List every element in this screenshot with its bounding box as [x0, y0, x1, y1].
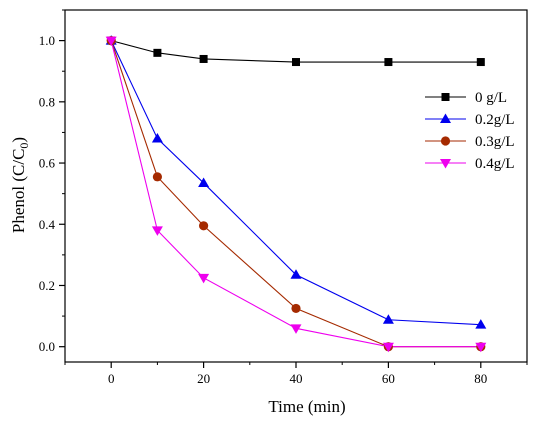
data-point	[105, 36, 117, 47]
series-line	[111, 40, 481, 63]
data-point	[151, 226, 163, 236]
legend-label: 0.2g/L	[475, 112, 515, 128]
series-1	[110, 40, 481, 326]
data-point	[199, 221, 209, 231]
data-point	[382, 314, 394, 324]
legend-marker	[440, 113, 451, 123]
data-point	[382, 342, 394, 353]
data-point	[290, 269, 302, 279]
y-axis-title: Phenol (C/C0)	[9, 137, 31, 233]
series-markers-3	[105, 36, 487, 353]
data-point	[199, 54, 208, 63]
data-point	[292, 58, 300, 67]
data-point	[475, 319, 487, 329]
y-tick-label: 0.2	[39, 278, 55, 293]
x-tick-label: 80	[474, 371, 487, 386]
x-tick-label: 0	[108, 371, 115, 386]
x-tick-label: 40	[290, 371, 303, 386]
legend-entry-0: 0 g/L	[425, 90, 507, 106]
legend-entry-1: 0.2g/L	[425, 112, 515, 128]
y-axis-title-subscript: 0	[17, 143, 31, 149]
legend-marker	[441, 93, 450, 101]
x-axis-title: Time (min)	[268, 397, 345, 416]
y-axis-title-main: Phenol (C/C	[9, 149, 28, 234]
data-point	[290, 324, 302, 334]
legend-marker	[440, 136, 451, 146]
data-point	[291, 303, 301, 314]
data-point	[476, 58, 485, 67]
x-tick-label: 20	[197, 371, 210, 386]
x-tick-label: 60	[382, 371, 395, 386]
legend-entry-3: 0.4g/L	[425, 156, 515, 172]
data-point	[198, 273, 210, 284]
legend: 0 g/L 0.2g/L 0.3g/L 0.4g/L	[425, 90, 515, 172]
series-line	[110, 40, 481, 348]
series-line	[110, 40, 481, 326]
legend-entry-2: 0.3g/L	[425, 134, 515, 150]
data-point	[152, 172, 162, 182]
data-point	[151, 133, 163, 143]
y-tick-label: 0.6	[39, 156, 56, 171]
legend-label: 0 g/L	[475, 90, 507, 106]
y-tick-label: 0.4	[39, 217, 56, 232]
y-tick-label: 1.0	[39, 33, 55, 48]
legend-marker	[440, 159, 451, 169]
y-tick-label: 0.0	[39, 339, 55, 354]
y-tick-label: 0.8	[39, 94, 55, 109]
series-3	[110, 40, 481, 348]
series-2	[110, 40, 481, 348]
y-axis-title-close: )	[9, 137, 28, 143]
series-markers-2	[106, 36, 486, 352]
legend-label: 0.3g/L	[475, 134, 515, 150]
legend-label: 0.4g/L	[475, 156, 515, 172]
data-point	[153, 48, 162, 57]
data-point	[384, 58, 393, 67]
series-0	[111, 40, 481, 63]
series-layer	[105, 35, 487, 353]
data-point	[475, 342, 487, 353]
series-line	[110, 40, 481, 348]
axes: 0 20 40 60 80 0.0 0.2 0.4 0.6 0.8 1.0	[39, 9, 528, 386]
data-point	[198, 177, 210, 187]
